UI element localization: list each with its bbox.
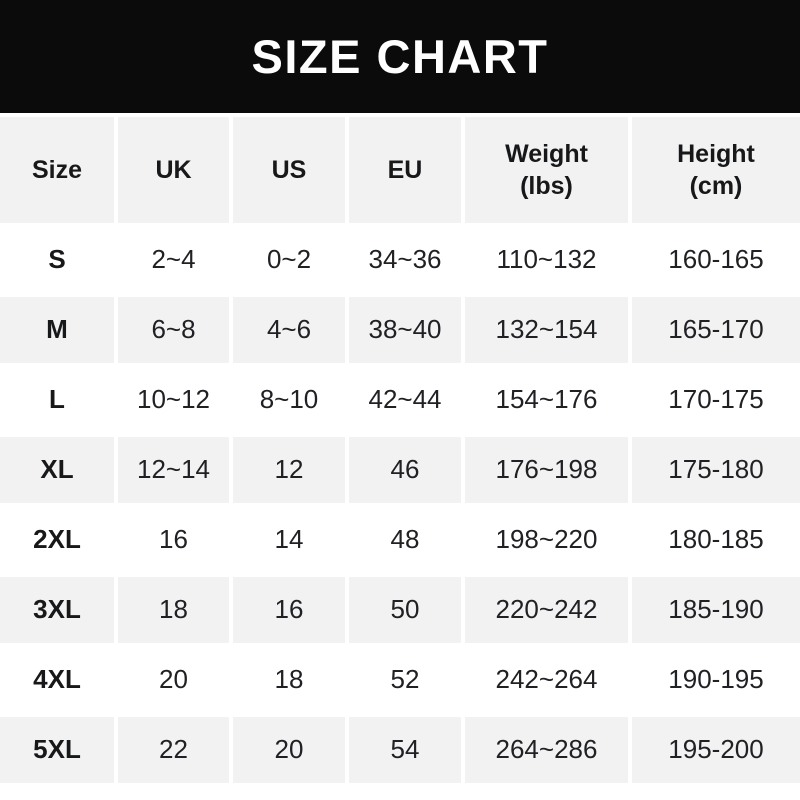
height-cell: 160-165: [632, 227, 800, 293]
height-cell: 170-175: [632, 367, 800, 433]
us-cell: 12: [233, 437, 345, 503]
us-cell: 8~10: [233, 367, 345, 433]
size-cell: XL: [0, 437, 114, 503]
us-cell: 20: [233, 717, 345, 783]
size-cell: S: [0, 227, 114, 293]
table-row-4xl: 4XL 20 18 52 242~264 190-195: [0, 647, 800, 713]
size-table: Size UK US EU Weight (lbs) Height (cm) S…: [0, 117, 800, 783]
page-title: SIZE CHART: [251, 30, 549, 83]
size-cell: 4XL: [0, 647, 114, 713]
table-row-l: L 10~12 8~10 42~44 154~176 170-175: [0, 367, 800, 433]
size-cell: 2XL: [0, 507, 114, 573]
table-row-xl: XL 12~14 12 46 176~198 175-180: [0, 437, 800, 503]
title-bar: SIZE CHART: [0, 0, 800, 113]
table-row-3xl: 3XL 18 16 50 220~242 185-190: [0, 577, 800, 643]
weight-cell: 132~154: [465, 297, 628, 363]
table-row-m: M 6~8 4~6 38~40 132~154 165-170: [0, 297, 800, 363]
weight-cell: 154~176: [465, 367, 628, 433]
eu-cell: 50: [349, 577, 461, 643]
header-uk: UK: [118, 117, 229, 223]
weight-cell: 110~132: [465, 227, 628, 293]
uk-cell: 2~4: [118, 227, 229, 293]
us-cell: 16: [233, 577, 345, 643]
uk-cell: 12~14: [118, 437, 229, 503]
size-cell: 5XL: [0, 717, 114, 783]
table-row-2xl: 2XL 16 14 48 198~220 180-185: [0, 507, 800, 573]
eu-cell: 34~36: [349, 227, 461, 293]
eu-cell: 48: [349, 507, 461, 573]
uk-cell: 22: [118, 717, 229, 783]
header-size: Size: [0, 117, 114, 223]
table-row-5xl: 5XL 22 20 54 264~286 195-200: [0, 717, 800, 783]
uk-cell: 16: [118, 507, 229, 573]
us-cell: 18: [233, 647, 345, 713]
size-cell: M: [0, 297, 114, 363]
weight-cell: 198~220: [465, 507, 628, 573]
eu-cell: 54: [349, 717, 461, 783]
uk-cell: 6~8: [118, 297, 229, 363]
height-cell: 165-170: [632, 297, 800, 363]
us-cell: 14: [233, 507, 345, 573]
weight-cell: 220~242: [465, 577, 628, 643]
header-eu: EU: [349, 117, 461, 223]
uk-cell: 20: [118, 647, 229, 713]
size-cell: L: [0, 367, 114, 433]
us-cell: 0~2: [233, 227, 345, 293]
eu-cell: 38~40: [349, 297, 461, 363]
eu-cell: 42~44: [349, 367, 461, 433]
size-cell: 3XL: [0, 577, 114, 643]
weight-cell: 176~198: [465, 437, 628, 503]
weight-cell: 242~264: [465, 647, 628, 713]
height-cell: 190-195: [632, 647, 800, 713]
height-cell: 180-185: [632, 507, 800, 573]
uk-cell: 18: [118, 577, 229, 643]
eu-cell: 46: [349, 437, 461, 503]
height-cell: 195-200: [632, 717, 800, 783]
header-us: US: [233, 117, 345, 223]
uk-cell: 10~12: [118, 367, 229, 433]
eu-cell: 52: [349, 647, 461, 713]
height-cell: 175-180: [632, 437, 800, 503]
us-cell: 4~6: [233, 297, 345, 363]
table-header-row: Size UK US EU Weight (lbs) Height (cm): [0, 117, 800, 223]
table-row-s: S 2~4 0~2 34~36 110~132 160-165: [0, 227, 800, 293]
header-height: Height (cm): [632, 117, 800, 223]
weight-cell: 264~286: [465, 717, 628, 783]
height-cell: 185-190: [632, 577, 800, 643]
header-weight: Weight (lbs): [465, 117, 628, 223]
